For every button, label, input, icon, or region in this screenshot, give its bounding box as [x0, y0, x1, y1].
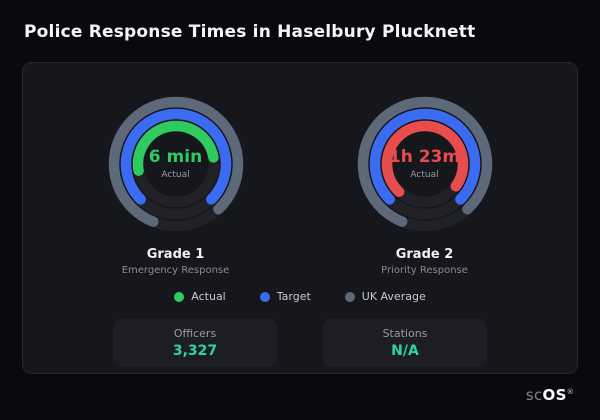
legend-label-uk-average: UK Average [361, 290, 426, 303]
stations-stat-label: Stations [382, 327, 428, 340]
legend-label-target: Target [276, 290, 311, 303]
grade-2-gauge-chart [357, 96, 492, 232]
grade-1-gauge: 6 min Actual [101, 89, 251, 239]
target-color-dot [259, 291, 270, 302]
legend-label-actual: Actual [191, 290, 226, 303]
stats-row: Officers 3,327 Stations N/A [113, 319, 487, 367]
legend-item-target[interactable]: Target [259, 290, 311, 303]
stations-stat-value: N/A [391, 343, 419, 359]
grade-1-gauge-chart [108, 96, 243, 232]
stations-stat: Stations N/A [323, 319, 487, 367]
actual-color-dot [174, 291, 185, 302]
scos-logo-suffix: OS [542, 386, 567, 404]
officers-stat-value: 3,327 [172, 343, 218, 359]
uk-average-color-dot [344, 291, 355, 302]
officers-stat: Officers 3,327 [113, 319, 277, 367]
gauges-row: 6 min Actual Grade 1 Emergency Response … [51, 89, 549, 276]
legend-item-actual[interactable]: Actual [174, 290, 226, 303]
grade-1-subtitle: Emergency Response [121, 265, 230, 276]
grade-1-title: Grade 1 [146, 247, 205, 262]
registered-trademark-icon: ® [566, 388, 574, 396]
grade-2-title: Grade 2 [395, 247, 454, 262]
grade-2-gauge: 1h 23m Actual [350, 89, 500, 239]
officers-stat-label: Officers [173, 327, 217, 340]
scos-logo-prefix: sc [525, 386, 543, 404]
scos-logo: scOS® [526, 386, 574, 404]
legend-item-uk-average[interactable]: UK Average [344, 290, 426, 303]
legend: Actual Target UK Average [51, 290, 549, 303]
grade-2-subtitle: Priority Response [381, 265, 468, 276]
gauge-grade-2: 1h 23m Actual Grade 2 Priority Response [300, 89, 549, 276]
response-times-card: 6 min Actual Grade 1 Emergency Response … [22, 62, 578, 374]
page-title: Police Response Times in Haselbury Pluck… [24, 22, 476, 42]
gauge-grade-1: 6 min Actual Grade 1 Emergency Response [51, 89, 300, 276]
